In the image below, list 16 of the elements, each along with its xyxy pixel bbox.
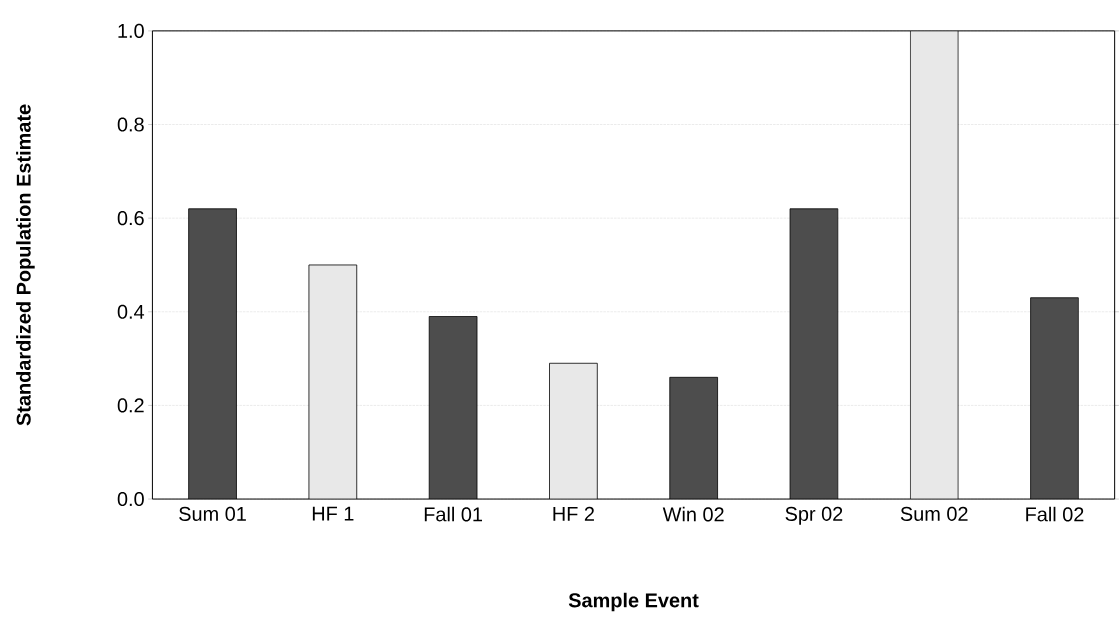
y-axis-title: Standardized Population Estimate [16, 104, 35, 426]
y-tick-label: 0.6 [117, 211, 144, 226]
y-tick-label: 0.2 [117, 398, 144, 413]
y-tick-label: 0.0 [117, 492, 144, 507]
x-tick-label: Fall 02 [1026, 507, 1084, 522]
y-tick-label: 0.4 [117, 304, 145, 320]
x-tick-label: HF 1 [312, 507, 354, 521]
y-tick-label: 0.8 [117, 117, 144, 132]
x-tick-label: HF 2 [553, 507, 594, 521]
x-axis-title: Sample Event [568, 592, 699, 612]
x-tick-label: Spr 02 [785, 507, 843, 526]
x-tick-label: Sum 01 [179, 507, 246, 522]
x-tick-label: Win 02 [662, 507, 724, 522]
y-tick-label: 1.0 [118, 24, 144, 39]
x-tick-label: Fall 01 [424, 507, 483, 522]
x-tick-label: Sum 02 [900, 507, 968, 522]
